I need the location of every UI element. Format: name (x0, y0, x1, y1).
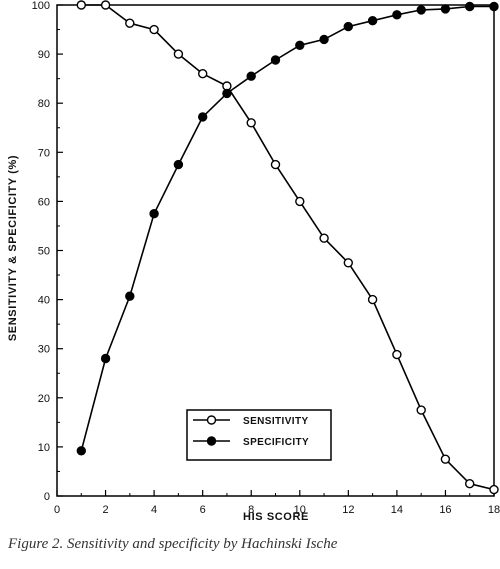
sensitivity-point (440, 454, 451, 464)
specificity-point (295, 40, 305, 50)
sensitivity-point (392, 349, 402, 360)
y-tick-label: 30 (38, 344, 50, 356)
x-tick-label: 12 (342, 504, 354, 516)
specificity-point (489, 1, 499, 12)
y-tick-label: 20 (38, 393, 50, 405)
specificity-point (149, 208, 159, 219)
legend-sensitivity-label: SENSITIVITY (243, 416, 309, 427)
sensitivity-point (416, 405, 426, 415)
y-tick-label: 60 (38, 196, 50, 208)
specificity-point (197, 112, 208, 122)
sensitivity-point (465, 479, 475, 489)
x-tick-label: 10 (294, 504, 306, 516)
axes: 0 10 20 30 40 50 60 70 80 90 100 0 2 4 6 8 10 12 14 16 18 (32, 0, 500, 516)
sensitivity-point (197, 68, 208, 79)
x-tick-label: 0 (54, 504, 60, 516)
legend-specificity-label: SPECIFICITY (243, 437, 309, 448)
sensitivity-point (149, 24, 159, 35)
specificity-point (367, 16, 378, 26)
sensitivity-point (343, 258, 353, 268)
specificity-point (173, 159, 184, 170)
legend-specificity-marker (206, 436, 217, 446)
specificity-point (440, 4, 451, 14)
sensitivity-point (246, 118, 256, 128)
specificity-point (222, 88, 232, 99)
y-tick-label: 0 (44, 491, 50, 503)
x-tick-label: 14 (391, 504, 403, 516)
specificity-point (319, 34, 329, 45)
sensitivity-point (319, 233, 329, 243)
specificity-line (80, 5, 494, 452)
y-axis-title: SENSITIVITY & SPECIFICITY (%) (7, 155, 19, 341)
specificity-point (416, 5, 426, 15)
sensitivity-point (489, 484, 499, 495)
x-tick-label: 18 (488, 504, 500, 516)
legend-sensitivity-marker (206, 415, 217, 425)
sensitivity-point (367, 294, 378, 305)
specificity-point (392, 10, 402, 20)
y-tick-label: 100 (32, 0, 50, 12)
x-tick-label: 16 (439, 504, 451, 516)
specificity-point (343, 21, 353, 32)
sensitivity-point (76, 0, 87, 10)
sensitivity-point (100, 0, 111, 10)
sensitivity-point (125, 18, 135, 28)
x-axis-title: HIS SCORE (243, 511, 309, 523)
legend: SENSITIVITY SPECIFICITY (186, 409, 332, 461)
specificity-point (100, 353, 111, 364)
series-layer (76, 0, 499, 495)
specificity-point (465, 1, 475, 12)
specificity-point (76, 446, 87, 456)
specificity-point (125, 291, 135, 301)
x-tick-label: 2 (102, 504, 108, 516)
x-tick-label: 8 (248, 504, 254, 516)
x-tick-label: 6 (200, 504, 206, 516)
specificity-point (246, 71, 256, 81)
y-tick-label: 50 (38, 246, 50, 258)
x-tick-label: 4 (151, 504, 157, 516)
sensitivity-point (295, 196, 305, 207)
y-tick-label: 90 (38, 49, 50, 61)
y-tick-label: 10 (38, 442, 50, 454)
sensitivity-point (173, 49, 184, 59)
figure-caption: Figure 2. Sensitivity and specificity by… (8, 536, 338, 552)
y-tick-label: 80 (38, 98, 50, 110)
y-tick-label: 70 (38, 147, 50, 159)
y-tick-label: 40 (38, 295, 50, 307)
sensitivity-point (270, 159, 281, 170)
specificity-point (270, 55, 281, 65)
